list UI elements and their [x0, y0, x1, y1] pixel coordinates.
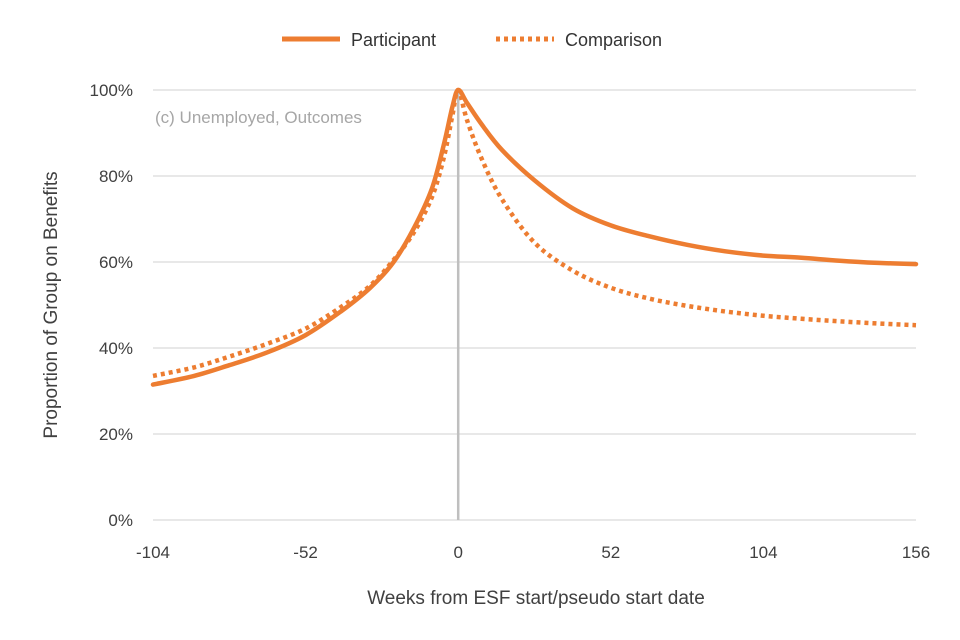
gridlines [153, 89, 916, 521]
series-line-comparison [152, 87, 917, 379]
x-tick-label: -52 [293, 543, 318, 562]
legend: Participant Comparison [282, 30, 662, 50]
x-tick-label: 104 [749, 543, 777, 562]
legend-label-comparison: Comparison [565, 30, 662, 50]
chart-annotation: (c) Unemployed, Outcomes [155, 108, 362, 127]
x-axis-ticks: -104 -52 0 52 104 156 [136, 543, 930, 562]
y-tick-label: 80% [99, 167, 133, 186]
series-line-participant [150, 87, 919, 387]
y-tick-label: 40% [99, 339, 133, 358]
y-axis-ticks: 0% 20% 40% 60% 80% 100% [90, 81, 133, 530]
x-tick-label: 156 [902, 543, 930, 562]
legend-label-participant: Participant [351, 30, 436, 50]
x-tick-label: 52 [601, 543, 620, 562]
y-tick-label: 0% [108, 511, 133, 530]
y-tick-label: 100% [90, 81, 133, 100]
y-tick-label: 60% [99, 253, 133, 272]
y-tick-label: 20% [99, 425, 133, 444]
x-axis-title: Weeks from ESF start/pseudo start date [367, 588, 705, 609]
series-lines [150, 87, 919, 387]
x-tick-label: -104 [136, 543, 170, 562]
x-tick-label: 0 [453, 543, 462, 562]
y-axis-title: Proportion of Group on Benefits [41, 171, 62, 438]
